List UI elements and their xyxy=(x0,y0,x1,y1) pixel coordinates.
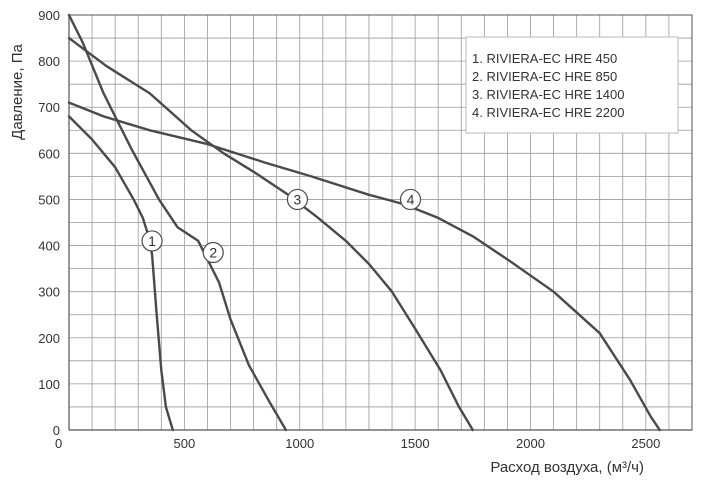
y-tick-label: 500 xyxy=(38,192,60,207)
series-marker-2 xyxy=(202,241,224,264)
series-marker-3 xyxy=(286,188,309,211)
y-axis-label: Давление, Па xyxy=(9,44,26,140)
series-line-4 xyxy=(67,101,661,432)
y-tick-label: 400 xyxy=(38,239,60,254)
y-tick-label: 600 xyxy=(38,146,60,161)
series-marker-label-4: 4 xyxy=(407,191,415,207)
plot-frame xyxy=(68,14,693,431)
y-tick-label: 100 xyxy=(38,377,60,392)
legend-item-3: 3. RIVIERA-EC HRE 1400 xyxy=(472,87,624,102)
series-line-3 xyxy=(67,36,474,432)
series-line-1 xyxy=(67,115,174,432)
axis-ticks: 0 500 1000 1500 2000 2500 0 100 200 300 400 500 600 7… xyxy=(38,8,660,451)
y-tick-label: 800 xyxy=(38,54,60,69)
grid xyxy=(68,14,693,431)
series-marker-1 xyxy=(141,230,163,252)
legend-box xyxy=(465,36,679,134)
series-marker-label-1: 1 xyxy=(148,233,156,249)
x-tick-label: 500 xyxy=(174,436,196,451)
y-tick-label: 200 xyxy=(38,331,60,346)
x-tick-label: 1500 xyxy=(401,436,430,451)
legend: 1. RIVIERA-EC HRE 450 2. RIVIERA-EC HRE … xyxy=(465,36,679,134)
legend-item-2: 2. RIVIERA-EC HRE 850 xyxy=(472,69,617,84)
y-tick-label: 0 xyxy=(53,423,60,438)
y-tick-label: 700 xyxy=(38,100,60,115)
x-tick-label: 2000 xyxy=(516,436,545,451)
legend-item-1: 1. RIVIERA-EC HRE 450 xyxy=(472,51,617,66)
x-tick-label: 1000 xyxy=(285,436,314,451)
x-tick-label: 2500 xyxy=(631,436,660,451)
x-axis-label: Расход воздуха, (м³/ч) xyxy=(490,459,644,476)
x-tick-label: 0 xyxy=(55,436,62,451)
y-tick-label: 300 xyxy=(38,285,60,300)
series-markers: 1 2 3 4 xyxy=(141,188,422,264)
y-tick-label: 900 xyxy=(38,8,60,23)
series-marker-label-3: 3 xyxy=(294,191,302,207)
series-marker-4 xyxy=(399,188,422,211)
series-line-2 xyxy=(67,13,288,432)
series-marker-label-2: 2 xyxy=(209,244,217,260)
legend-item-4: 4. RIVIERA-EC HRE 2200 xyxy=(472,105,624,120)
